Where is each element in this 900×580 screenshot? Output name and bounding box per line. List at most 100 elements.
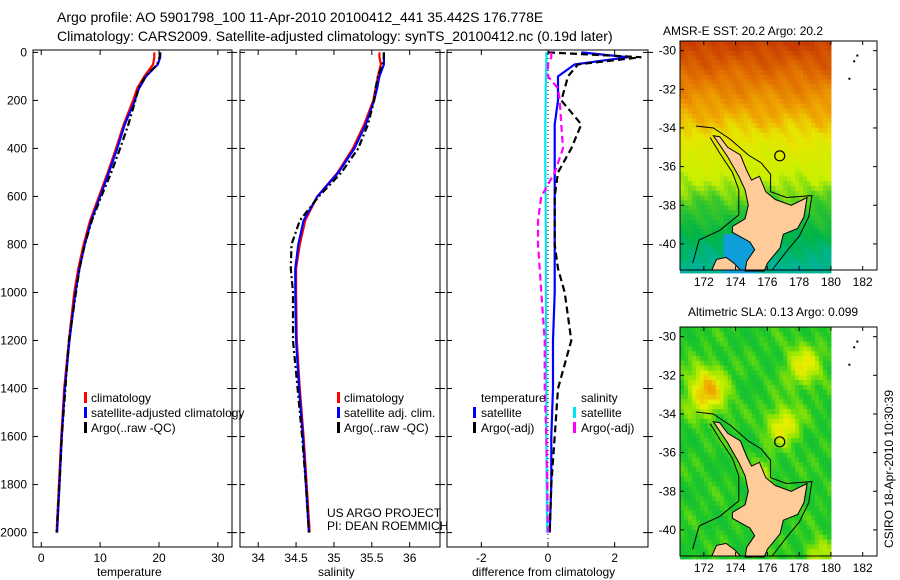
- grid-cell: [684, 219, 689, 226]
- grid-cell: [719, 55, 725, 61]
- grid-cell: [739, 50, 745, 56]
- grid-cell: [795, 544, 800, 550]
- grid-cell: [767, 336, 772, 342]
- grid-cell: [783, 462, 788, 468]
- grid-cell: [723, 385, 729, 391]
- grid-cell: [699, 380, 705, 386]
- grid-cell: [684, 500, 689, 507]
- grid-cell: [747, 89, 752, 95]
- grid-cell: [743, 205, 748, 211]
- grid-cell: [731, 360, 737, 367]
- grid-cell: [691, 99, 697, 105]
- grid-cell: [699, 457, 705, 463]
- grid-cell: [747, 336, 752, 342]
- grid-cell: [803, 55, 808, 61]
- grid-cell: [815, 331, 820, 338]
- grid-cell: [719, 113, 725, 119]
- grid-cell: [684, 65, 689, 71]
- grid-cell: [795, 385, 800, 391]
- grid-cell: [823, 268, 828, 274]
- grid-cell: [779, 447, 784, 454]
- grid-cell: [707, 486, 713, 492]
- grid-cell: [767, 404, 772, 410]
- grid-cell: [711, 45, 717, 52]
- grid-cell: [743, 55, 748, 61]
- grid-cell: [719, 356, 725, 362]
- grid-cell: [815, 356, 820, 362]
- grid-cell: [723, 356, 729, 362]
- grid-cell: [684, 486, 689, 492]
- grid-cell: [771, 414, 776, 420]
- grid-cell: [767, 55, 772, 61]
- grid-cell: [735, 496, 741, 502]
- grid-cell: [687, 510, 693, 516]
- grid-cell: [819, 394, 824, 400]
- grid-cell: [699, 166, 705, 172]
- grid-cell: [759, 409, 764, 415]
- grid-cell: [759, 457, 764, 463]
- grid-cell: [707, 190, 713, 197]
- temperature-xlabel: temperature: [97, 565, 162, 579]
- grid-cell: [763, 142, 768, 148]
- grid-cell: [703, 210, 709, 216]
- grid-cell: [739, 380, 745, 386]
- grid-cell: [803, 529, 808, 536]
- grid-cell: [719, 161, 725, 168]
- grid-cell: [763, 118, 768, 124]
- grid-cell: [680, 190, 685, 197]
- grid-cell: [827, 205, 832, 211]
- grid-cell: [779, 544, 784, 550]
- grid-cell: [680, 239, 685, 245]
- grid-cell: [680, 55, 685, 61]
- grid-cell: [803, 94, 808, 100]
- grid-cell: [795, 515, 800, 521]
- grid-cell: [715, 486, 721, 492]
- grid-cell: [707, 428, 713, 434]
- grid-cell: [755, 452, 760, 458]
- grid-cell: [695, 50, 701, 56]
- grid-cell: [799, 147, 804, 153]
- grid-cell: [763, 370, 768, 376]
- grid-cell: [684, 467, 689, 473]
- grid-cell: [691, 79, 697, 85]
- grid-cell: [771, 438, 776, 444]
- grid-cell: [751, 132, 756, 139]
- grid-cell: [755, 123, 760, 129]
- grid-cell: [715, 447, 721, 454]
- grid-cell: [803, 418, 808, 425]
- grid-cell: [691, 496, 697, 502]
- island-marker: [856, 340, 859, 343]
- grid-cell: [684, 55, 689, 61]
- grid-cell: [827, 462, 832, 468]
- grid-cell: [807, 515, 812, 521]
- grid-cell: [751, 147, 756, 153]
- grid-cell: [715, 45, 721, 52]
- grid-cell: [731, 529, 737, 536]
- grid-cell: [699, 200, 705, 206]
- grid-cell: [695, 481, 701, 487]
- grid-cell: [775, 263, 780, 269]
- grid-cell: [715, 534, 721, 540]
- grid-cell: [687, 525, 693, 531]
- grid-cell: [775, 94, 780, 100]
- grid-cell: [751, 356, 756, 362]
- grid-cell: [727, 365, 733, 371]
- grid-cell: [719, 380, 725, 386]
- grid-cell: [787, 549, 792, 555]
- grid-cell: [743, 414, 748, 420]
- grid-cell: [779, 142, 784, 148]
- grid-cell: [707, 476, 713, 483]
- grid-cell: [795, 327, 800, 333]
- grid-cell: [827, 200, 832, 206]
- grid-cell: [815, 414, 820, 420]
- grid-cell: [727, 94, 733, 100]
- grid-cell: [811, 428, 816, 434]
- grid-cell: [811, 50, 816, 56]
- grid-cell: [783, 351, 788, 357]
- grid-cell: [695, 94, 701, 100]
- grid-cell: [771, 166, 776, 172]
- grid-cell: [715, 152, 721, 158]
- grid-cell: [763, 128, 768, 134]
- grid-cell: [707, 414, 713, 420]
- grid-cell: [684, 89, 689, 95]
